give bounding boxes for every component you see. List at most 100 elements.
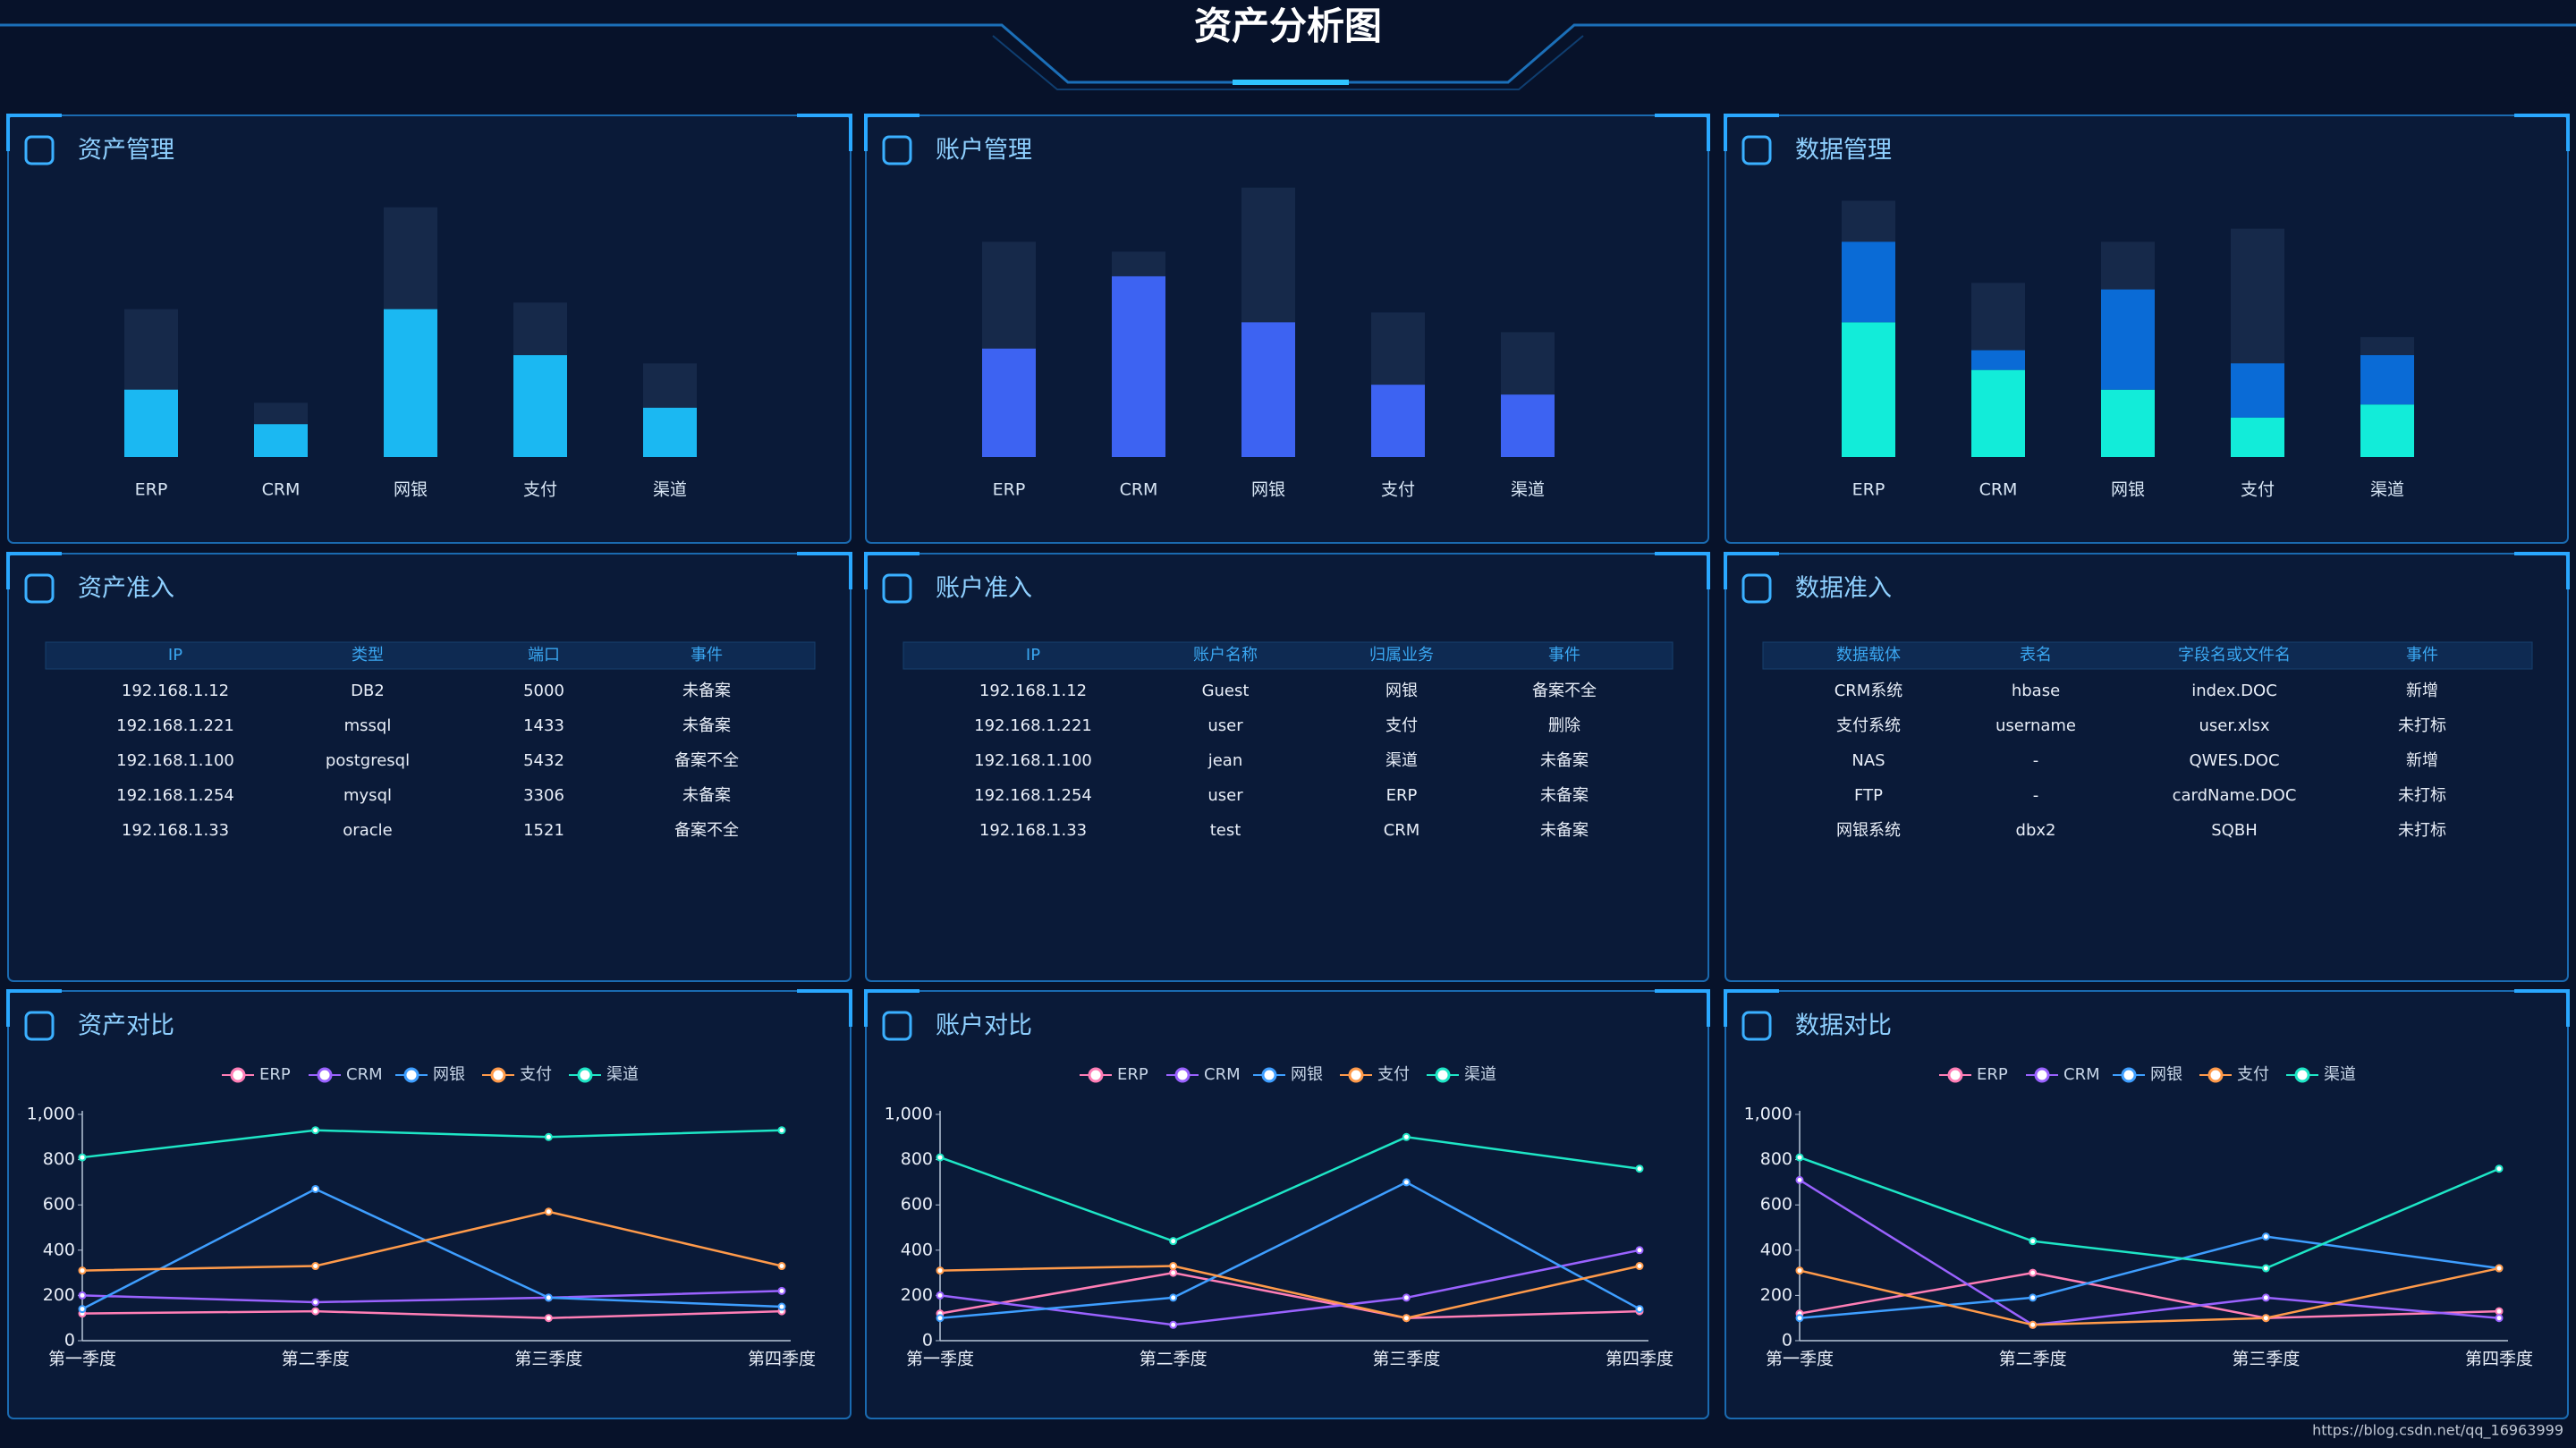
bar — [124, 389, 178, 457]
bar — [2231, 363, 2284, 418]
line-series — [939, 1136, 1640, 1243]
line-series — [1799, 1179, 2500, 1326]
table-cell: 192.168.1.100 — [974, 751, 1092, 770]
bar — [254, 424, 308, 457]
point — [936, 1153, 945, 1162]
y-tick-label: 200 — [1760, 1285, 1792, 1305]
legend-marker — [1348, 1067, 1364, 1083]
point — [777, 1262, 786, 1271]
line-series — [81, 1188, 783, 1310]
table-cell: postgresql — [326, 751, 410, 770]
x-tick-label: 第二季度 — [282, 1350, 350, 1369]
table-header: 账户名称 — [1193, 646, 1258, 665]
point — [936, 1291, 945, 1300]
legend-marker — [2294, 1067, 2310, 1083]
legend-label: CRM — [1204, 1065, 1241, 1084]
legend-marker — [1435, 1067, 1451, 1083]
line-series — [1799, 1156, 2500, 1270]
point — [2029, 1268, 2038, 1277]
x-tick-label: CRM — [262, 480, 301, 500]
panel-title: 数据准入 — [1795, 575, 1892, 603]
panel: 资产对比 0 200 400 600 800 1,000 第一季度 第二季度 第三季度 第四季度 ER… — [6, 989, 852, 1419]
panel-title: 账户准入 — [936, 575, 1032, 603]
x-tick-label: 渠道 — [2370, 480, 2404, 500]
table-cell: 192.168.1.221 — [974, 716, 1092, 735]
line-series — [939, 1265, 1640, 1319]
legend-marker — [577, 1067, 593, 1083]
point — [2029, 1237, 2038, 1246]
table-cell: 192.168.1.33 — [122, 821, 229, 840]
table-cell: 192.168.1.12 — [979, 682, 1087, 700]
legend-label: 网银 — [433, 1065, 465, 1084]
table-header: 事件 — [1548, 646, 1580, 665]
panel-frame — [865, 990, 1709, 1419]
table-cell: test — [1210, 821, 1241, 840]
table-header: IP — [168, 646, 182, 665]
legend-marker — [317, 1067, 333, 1083]
header-highlight — [1233, 80, 1349, 85]
x-tick-label: ERP — [135, 480, 168, 500]
panel-icon — [24, 135, 55, 165]
bar — [1371, 385, 1425, 457]
line-series — [939, 1181, 1640, 1319]
x-tick-label: 第三季度 — [514, 1350, 582, 1369]
point — [2495, 1307, 2504, 1316]
panel-title: 资产准入 — [78, 575, 174, 603]
point — [2495, 1314, 2504, 1323]
x-tick-label: 第三季度 — [1372, 1350, 1440, 1369]
x-tick-label: 第四季度 — [2465, 1350, 2533, 1369]
table-cell: - — [2033, 786, 2039, 805]
bar — [2231, 417, 2284, 457]
table-cell: 网银 — [1385, 682, 1418, 700]
line-series — [1799, 1266, 2500, 1326]
table-header: 事件 — [2406, 646, 2438, 665]
legend-marker — [2034, 1067, 2050, 1083]
point — [2029, 1320, 2038, 1329]
point — [2261, 1314, 2270, 1323]
x-tick-label: 第四季度 — [748, 1350, 816, 1369]
table-cell: 192.168.1.100 — [116, 751, 234, 770]
x-tick-label: 第一季度 — [906, 1350, 974, 1369]
y-tick-label: 1,000 — [1744, 1105, 1792, 1124]
table-header-band — [45, 641, 816, 670]
point — [2495, 1164, 2504, 1173]
bar — [2101, 289, 2155, 390]
point — [1795, 1266, 1804, 1275]
point — [1635, 1262, 1644, 1271]
line-series — [939, 1271, 1640, 1319]
x-tick-label: 支付 — [2241, 480, 2275, 500]
table-cell: mssql — [344, 716, 392, 735]
table-cell: 1521 — [523, 821, 564, 840]
x-tick-label: ERP — [1852, 480, 1885, 500]
table-cell: 未备案 — [682, 682, 731, 700]
point — [1169, 1268, 1178, 1277]
table-cell: user — [1208, 786, 1243, 805]
point — [78, 1305, 87, 1314]
panel: 资产准入 IP 类型 端口 事件 192.168.1.12 DB2 5000 未备案 192.16… — [6, 552, 852, 982]
panel: 数据对比 0 200 400 600 800 1,000 第一季度 第二季度 第三季度 第四季度 ER… — [1724, 989, 2570, 1419]
x-tick-label: 第一季度 — [1766, 1350, 1834, 1369]
point — [2029, 1293, 2038, 1302]
bar — [2360, 355, 2414, 405]
panel: 资产管理 ERP CRM 网银 支付 渠道 — [6, 114, 852, 544]
point — [1402, 1178, 1411, 1187]
table-cell: SQBH — [2211, 821, 2257, 840]
table-cell: 未备案 — [682, 716, 731, 735]
table-cell: QWES.DOC — [2189, 751, 2279, 770]
legend-label: 支付 — [1377, 1065, 1410, 1084]
table-cell: 5000 — [523, 682, 564, 700]
legend-label: CRM — [2063, 1065, 2100, 1084]
legend-label: ERP — [259, 1065, 291, 1084]
table-cell: 未打标 — [2398, 786, 2446, 805]
y-tick-label: 800 — [901, 1149, 933, 1169]
table-cell: ERP — [1386, 786, 1418, 805]
bar — [1241, 322, 1295, 457]
line-series — [81, 1210, 783, 1272]
point — [544, 1207, 553, 1216]
table-cell: 未打标 — [2398, 821, 2446, 840]
legend-marker — [2207, 1067, 2224, 1083]
legend-marker — [1174, 1067, 1191, 1083]
point — [1795, 1153, 1804, 1162]
point — [1169, 1237, 1178, 1246]
x-tick-label: ERP — [993, 480, 1026, 500]
